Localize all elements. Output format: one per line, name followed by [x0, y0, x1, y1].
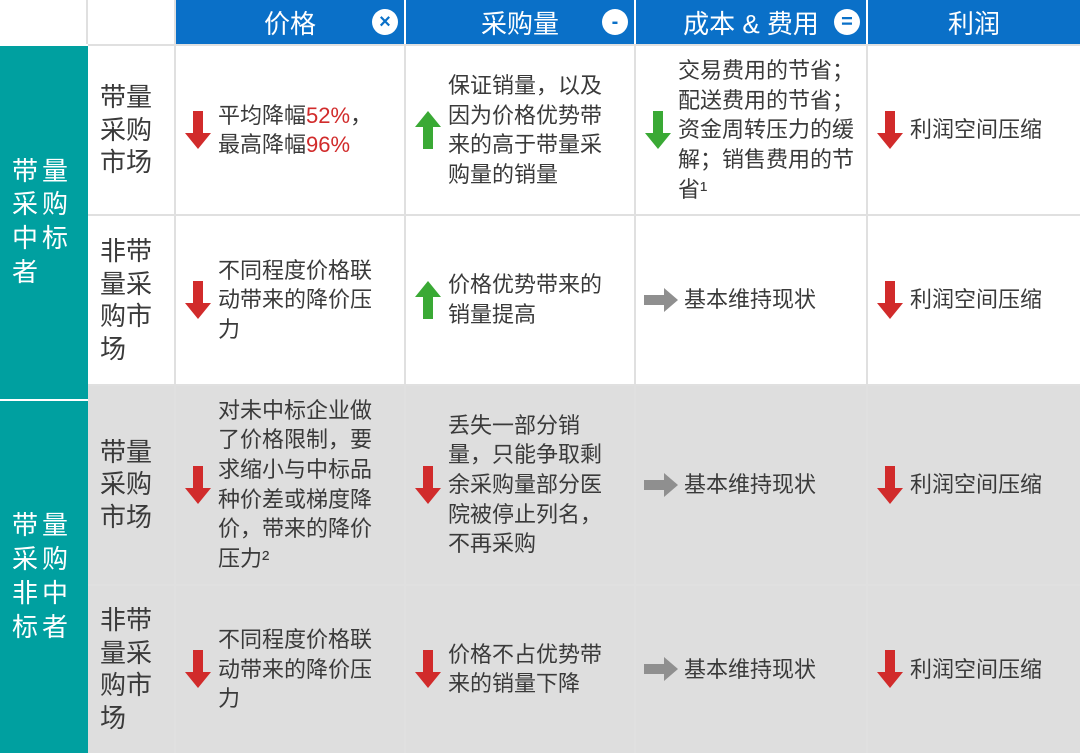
arrow-flat-icon — [644, 288, 678, 312]
header-spacer — [0, 0, 88, 44]
arrow-down-icon — [876, 466, 904, 504]
cell-price: 平均降幅52%，最高降幅96% — [176, 46, 406, 214]
cell-text: 利润空间压缩 — [910, 285, 1068, 315]
cell-volume: 价格不占优势带来的销量下降 — [406, 586, 636, 753]
arrow-down-icon — [184, 111, 212, 149]
table-row: 带量采购市场 对未中标企业做了价格限制，要求缩小与中标品种价差或梯度降价，带来的… — [88, 384, 1080, 584]
cell-volume: 丢失一部分销量，只能争取剩余采购量部分医院被停止列名，不再采购 — [406, 386, 636, 584]
group-label: 带量采购非中标者 — [12, 509, 76, 644]
market-label: 带量采购市场 — [88, 386, 176, 584]
market-text: 带量采购市场 — [100, 81, 162, 179]
cell-price: 不同程度价格联动带来的降价压力 — [176, 586, 406, 753]
cell-text: 基本维持现状 — [684, 655, 854, 685]
operator-minus: - — [602, 9, 628, 35]
market-text: 非带量采购市场 — [100, 604, 162, 734]
header-profit: 利润 — [868, 0, 1080, 44]
cell-text: 对未中标企业做了价格限制，要求缩小与中标品种价差或梯度降价，带来的降价压力² — [218, 396, 392, 574]
cell-text: 丢失一部分销量，只能争取剩余采购量部分医院被停止列名，不再采购 — [448, 411, 622, 559]
cell-text: 不同程度价格联动带来的降价压力 — [218, 256, 392, 345]
cell-text: 保证销量，以及因为价格优势带来的高于带量采购量的销量 — [448, 71, 622, 190]
cell-text: 基本维持现状 — [684, 285, 854, 315]
cell-text: 利润空间压缩 — [910, 470, 1068, 500]
arrow-down-icon — [876, 650, 904, 688]
header-label: 成本 & 费用 — [683, 4, 819, 41]
cell-profit: 利润空间压缩 — [868, 216, 1080, 383]
cell-volume: 保证销量，以及因为价格优势带来的高于带量采购量的销量 — [406, 46, 636, 214]
arrow-down-icon — [184, 281, 212, 319]
market-text: 非带量采购市场 — [100, 235, 162, 365]
arrow-up-icon — [414, 111, 442, 149]
arrow-down-icon — [876, 281, 904, 319]
market-text: 带量采购市场 — [100, 436, 162, 534]
rows-container: 带量采购市场 平均降幅52%，最高降幅96% 保证销量，以及因为价格优势带来的高… — [88, 44, 1080, 753]
header-volume: 采购量 - — [406, 0, 636, 44]
cell-text: 平均降幅52%，最高降幅96% — [218, 101, 392, 160]
cell-text: 价格不占优势带来的销量下降 — [448, 640, 622, 699]
cell-volume: 价格优势带来的销量提高 — [406, 216, 636, 383]
cell-cost: 基本维持现状 — [636, 586, 868, 753]
header-label: 价格 — [264, 4, 316, 41]
header-cost: 成本 & 费用 = — [636, 0, 868, 44]
procurement-impact-table: 价格 × 采购量 - 成本 & 费用 = 利润 带量采购中标者 带量采购非中标者 — [0, 0, 1080, 753]
group-column: 带量采购中标者 带量采购非中标者 — [0, 44, 88, 753]
header-label: 利润 — [948, 4, 1000, 41]
arrow-down-icon — [876, 111, 904, 149]
cell-profit: 利润空间压缩 — [868, 586, 1080, 753]
arrow-down-icon — [184, 650, 212, 688]
cell-text: 利润空间压缩 — [910, 115, 1068, 145]
cell-cost: 交易费用的节省；配送费用的节省；资金周转压力的缓解；销售费用的节省¹ — [636, 46, 868, 214]
operator-multiply: × — [372, 9, 398, 35]
cell-profit: 利润空间压缩 — [868, 386, 1080, 584]
cell-price: 对未中标企业做了价格限制，要求缩小与中标品种价差或梯度降价，带来的降价压力² — [176, 386, 406, 584]
cell-text: 不同程度价格联动带来的降价压力 — [218, 625, 392, 714]
cell-text: 基本维持现状 — [684, 470, 854, 500]
market-label: 带量采购市场 — [88, 46, 176, 214]
market-label: 非带量采购市场 — [88, 586, 176, 753]
arrow-flat-icon — [644, 473, 678, 497]
cell-price: 不同程度价格联动带来的降价压力 — [176, 216, 406, 383]
header-label: 采购量 — [481, 4, 559, 41]
cell-text: 价格优势带来的销量提高 — [448, 270, 622, 329]
cell-profit: 利润空间压缩 — [868, 46, 1080, 214]
cell-cost: 基本维持现状 — [636, 216, 868, 383]
cell-text: 交易费用的节省；配送费用的节省；资金周转压力的缓解；销售费用的节省¹ — [678, 56, 854, 204]
table-row: 非带量采购市场 不同程度价格联动带来的降价压力 价格优势带来的销量提高 基本维持… — [88, 214, 1080, 383]
arrow-down-icon — [184, 466, 212, 504]
group-winner: 带量采购中标者 — [0, 44, 88, 399]
market-label: 非带量采购市场 — [88, 216, 176, 383]
operator-equals: = — [834, 9, 860, 35]
group-nonwinner: 带量采购非中标者 — [0, 399, 88, 753]
header-spacer — [88, 0, 176, 44]
header-row: 价格 × 采购量 - 成本 & 费用 = 利润 — [0, 0, 1080, 44]
arrow-down-icon — [414, 466, 442, 504]
arrow-up-icon — [414, 281, 442, 319]
arrow-down-icon — [414, 650, 442, 688]
cell-cost: 基本维持现状 — [636, 386, 868, 584]
arrow-down-icon — [644, 111, 672, 149]
table-body: 带量采购中标者 带量采购非中标者 带量采购市场 平均降幅52%，最高降幅96% — [0, 44, 1080, 753]
header-price: 价格 × — [176, 0, 406, 44]
group-label: 带量采购中标者 — [12, 155, 76, 290]
cell-text: 利润空间压缩 — [910, 655, 1068, 685]
arrow-flat-icon — [644, 657, 678, 681]
table-row: 非带量采购市场 不同程度价格联动带来的降价压力 价格不占优势带来的销量下降 基本… — [88, 584, 1080, 753]
table-row: 带量采购市场 平均降幅52%，最高降幅96% 保证销量，以及因为价格优势带来的高… — [88, 44, 1080, 214]
